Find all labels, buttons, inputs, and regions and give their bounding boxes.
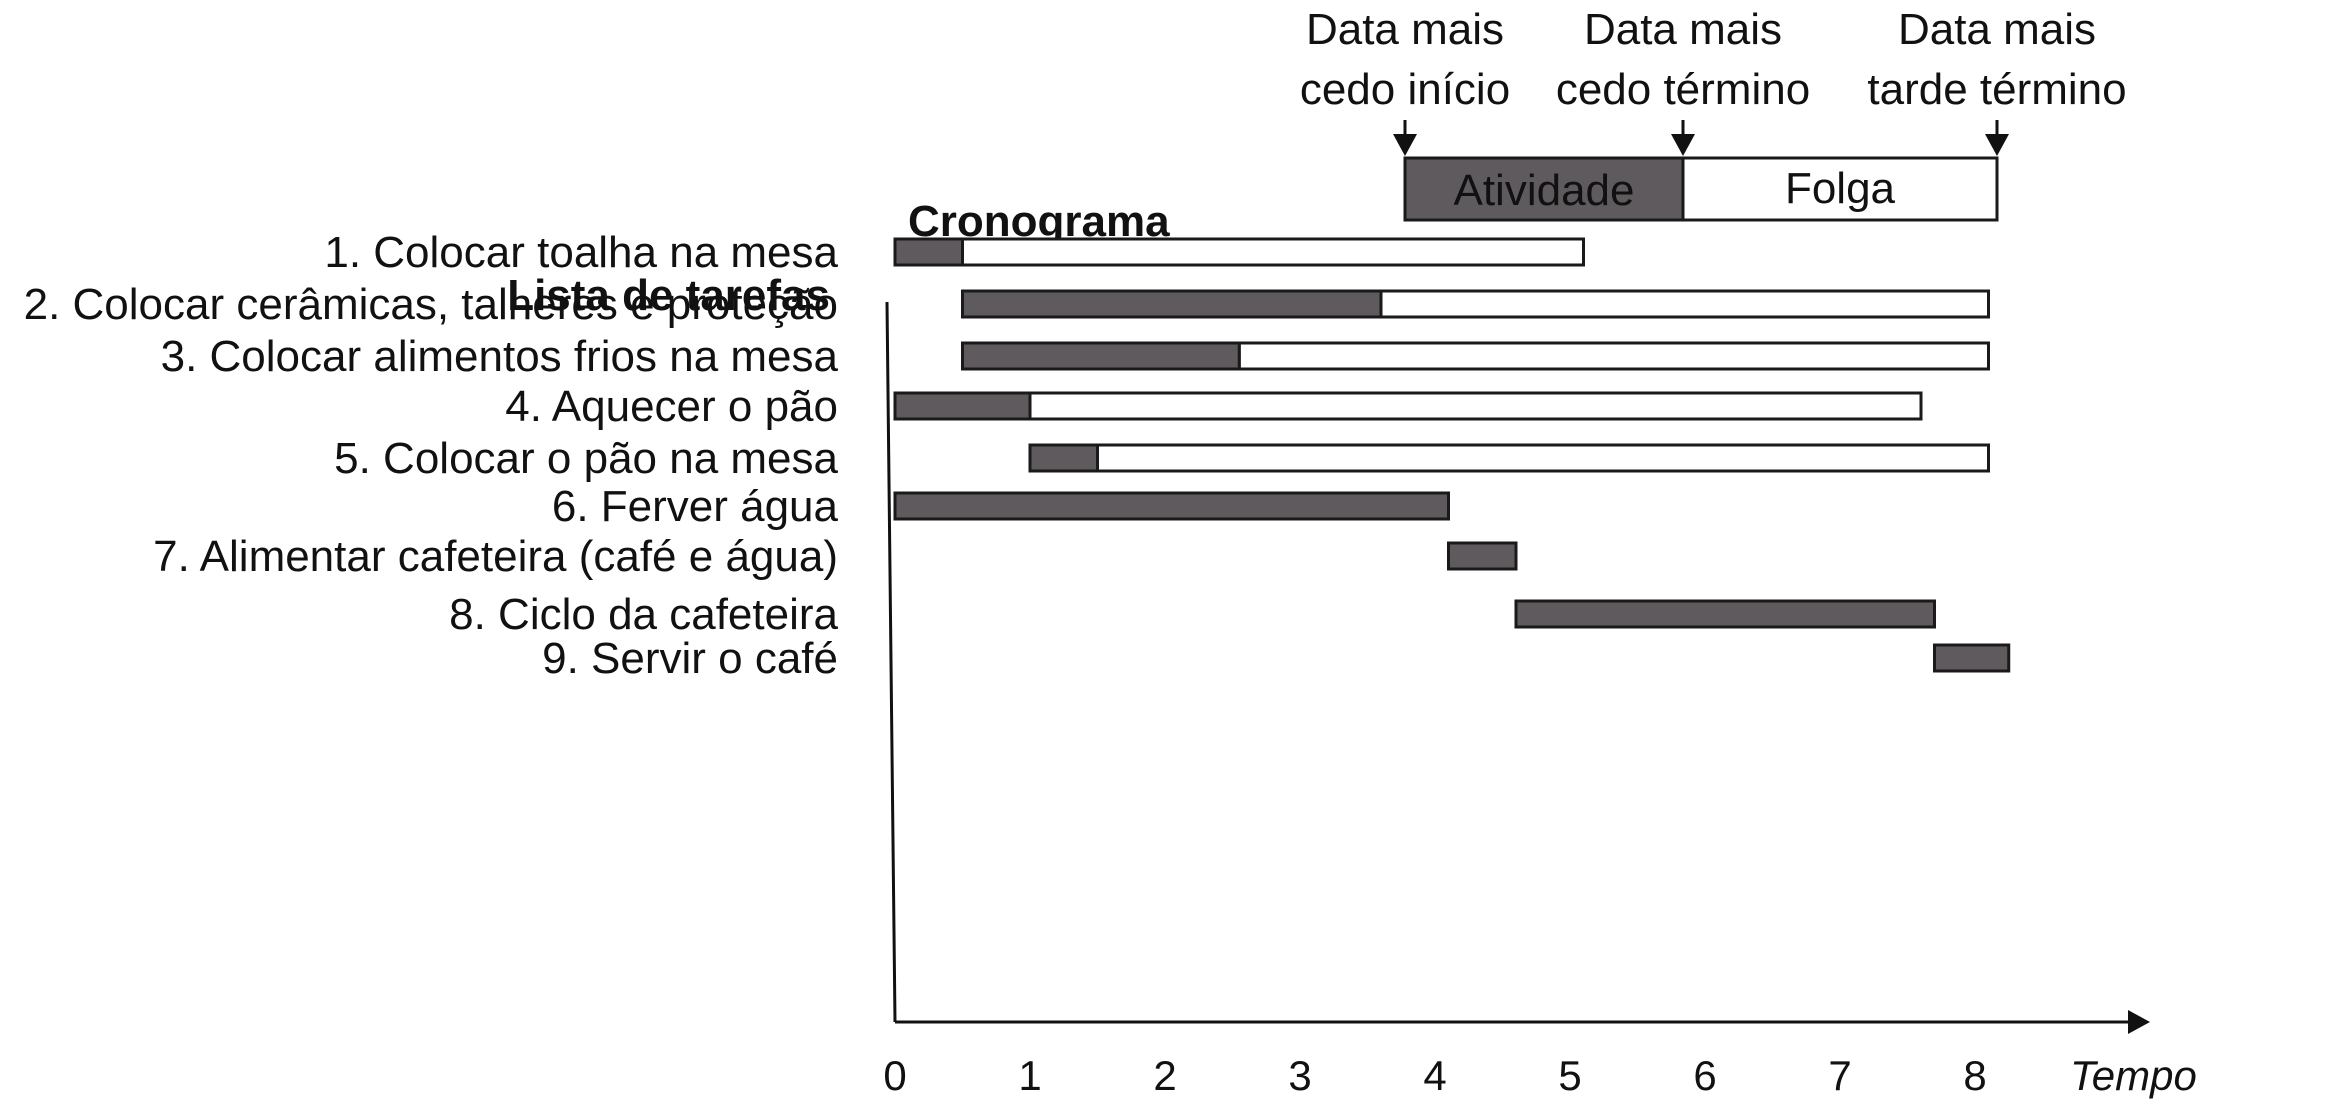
legend-activity-box — [1403, 156, 1685, 222]
slack-bar — [1028, 391, 1923, 421]
legend-arrow-earliest-finish — [1671, 120, 1695, 156]
legend-activity-label: Atividade — [1453, 166, 1634, 215]
task-label: 9. Servir o café — [542, 634, 838, 683]
slack-bar — [1096, 443, 1990, 473]
activity-bar — [1028, 443, 1099, 473]
legend-slack-box — [1681, 156, 1999, 222]
legend-earliest-finish-line2: cedo término — [1556, 65, 1810, 114]
legend: Data mais cedo início Data mais cedo tér… — [1300, 5, 2127, 222]
slack-bar — [961, 237, 1585, 267]
activity-bar — [1514, 599, 1936, 629]
x-tick-label: 7 — [1828, 1052, 1851, 1099]
legend-arrow-earliest-start — [1393, 120, 1417, 156]
task-label: 4. Aquecer o pão — [505, 382, 838, 431]
x-tick-label: 0 — [883, 1052, 906, 1099]
legend-latest-finish-line2: tarde término — [1867, 65, 2126, 114]
task-label: 5. Colocar o pão na mesa — [334, 434, 838, 483]
slack-bar — [1237, 341, 1990, 371]
activity-bar — [961, 341, 1241, 371]
activity-bar — [1933, 643, 2011, 673]
task-list-heading: Lista de tarefas — [507, 271, 830, 320]
x-tick-label: 5 — [1558, 1052, 1581, 1099]
y-axis — [885, 301, 897, 1023]
activity-bar — [893, 391, 1032, 421]
task-label: 1. Colocar toalha na mesa — [324, 228, 838, 277]
x-axis-label: Tempo — [2070, 1052, 2197, 1099]
legend-earliest-start-line1: Data mais — [1306, 5, 1504, 54]
legend-slack-label: Folga — [1785, 164, 1896, 213]
activity-bar — [1447, 541, 1518, 571]
task-label: 3. Colocar alimentos frios na mesa — [161, 332, 839, 381]
x-tick-label: 6 — [1693, 1052, 1716, 1099]
task-label: 7. Alimentar cafeteira (café e água) — [153, 532, 838, 581]
task-label: 2. Colocar cerâmicas, talheres e proteçã… — [24, 280, 838, 329]
x-tick-label: 4 — [1423, 1052, 1446, 1099]
legend-earliest-start-line2: cedo início — [1300, 65, 1510, 114]
activity-bar — [961, 289, 1383, 319]
x-tick-label: 3 — [1288, 1052, 1311, 1099]
task-label: 6. Ferver água — [552, 482, 839, 531]
x-tick-label: 1 — [1018, 1052, 1041, 1099]
x-tick-label: 8 — [1963, 1052, 1986, 1099]
x-ticks: 0 1 2 3 4 5 6 7 8 — [883, 1052, 1986, 1099]
slack-bar — [1379, 289, 1990, 319]
activity-bar — [893, 237, 964, 267]
activity-bar — [893, 491, 1450, 521]
legend-arrow-latest-finish — [1985, 120, 2009, 156]
bars — [893, 237, 2011, 673]
x-axis-arrow — [2128, 1010, 2150, 1034]
task-label: 8. Ciclo da cafeteira — [449, 590, 838, 639]
legend-earliest-finish-line1: Data mais — [1584, 5, 1782, 54]
legend-latest-finish-line1: Data mais — [1898, 5, 2096, 54]
x-tick-label: 2 — [1153, 1052, 1176, 1099]
